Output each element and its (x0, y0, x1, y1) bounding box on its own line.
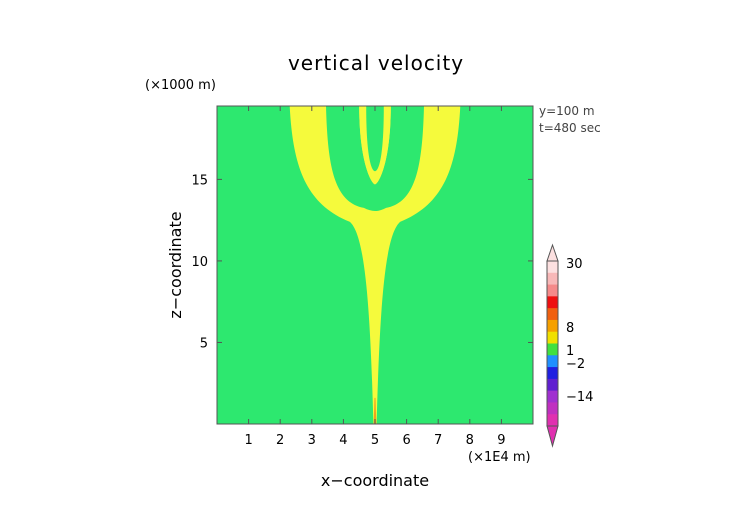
y-tick-label: 15 (191, 173, 208, 188)
colorbar-segment (547, 367, 558, 380)
colorbar-tick-label: 30 (566, 257, 583, 272)
colorbar-top-arrow (546, 243, 559, 262)
colorbar-tick-label: 1 (566, 344, 574, 359)
y-tick-label: 10 (191, 255, 208, 270)
x-axis: 1 2 3 4 5 6 7 8 9 (244, 106, 506, 448)
x-tick-label: 1 (244, 433, 252, 448)
colorbar-tick-label: −14 (566, 390, 593, 405)
y-tick-label: 5 (200, 336, 208, 351)
colorbar-segment (547, 402, 558, 415)
y-axis-label: z−coordinate (166, 211, 185, 318)
colorbar-segment (547, 272, 558, 286)
plot-area (216, 105, 534, 425)
x-tick-label: 5 (371, 433, 379, 448)
x-tick-label: 2 (276, 433, 284, 448)
annotation-y: y=100 m (539, 104, 595, 118)
chart-title: vertical velocity (288, 51, 464, 75)
inner-gap-region (326, 106, 424, 211)
x-axis-label: x−coordinate (321, 471, 429, 490)
colorbar-segment (547, 308, 558, 321)
colorbar-frame (546, 260, 559, 427)
colorbar-segment (547, 355, 558, 368)
x-unit-label: (×1E4 m) (468, 450, 531, 465)
x-tick-label: 4 (339, 433, 347, 448)
colorbar-segment (547, 261, 558, 274)
colorbar-segment (547, 414, 558, 427)
colorbar-segment (547, 378, 558, 392)
colorbar-segment (547, 390, 558, 403)
plume-region (289, 106, 461, 424)
annotation-t: t=480 sec (539, 121, 601, 135)
y-axis: 5 10 15 (191, 173, 533, 351)
x-tick-label: 3 (308, 433, 316, 448)
colorbar-segment (547, 331, 558, 344)
plume-core (373, 397, 377, 424)
inner-gap-core (366, 106, 384, 172)
y-unit-label: (×1000 m) (145, 78, 216, 93)
colorbar-segment (547, 319, 558, 333)
colorbar-segment (547, 284, 558, 297)
x-tick-label: 6 (402, 433, 410, 448)
colorbar-bottom-arrow (546, 425, 559, 448)
x-tick-label: 7 (434, 433, 442, 448)
x-tick-label: 8 (466, 433, 474, 448)
x-tick-label: 9 (497, 433, 505, 448)
colorbar-tick-label: 8 (566, 321, 574, 336)
colorbar: 30 8 1−2 −14 (546, 243, 593, 448)
colorbar-segment (547, 343, 558, 356)
colorbar-tick-label: −2 (566, 357, 585, 372)
colorbar-segment (547, 296, 558, 309)
